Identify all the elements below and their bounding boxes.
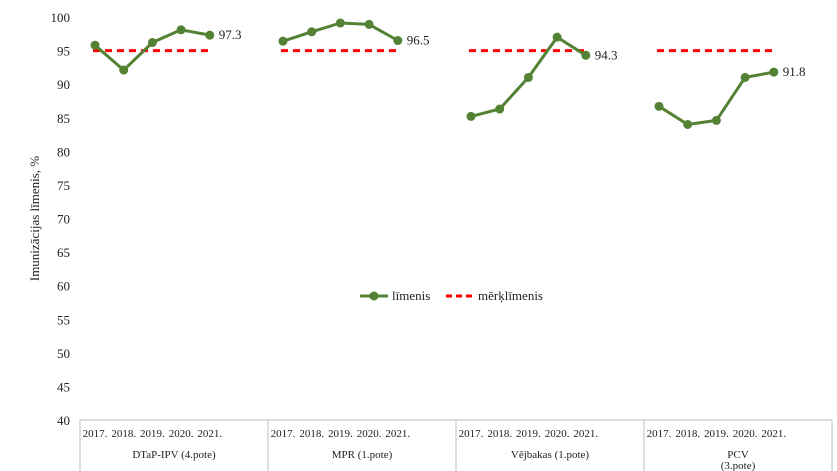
x-tick-label: 2020. [733, 428, 758, 440]
level-point [654, 101, 664, 111]
x-tick-label: 2018. [675, 428, 700, 440]
legend-level-label: līmenis [392, 288, 430, 303]
level-point [393, 36, 403, 46]
y-tick-label: 40 [57, 413, 70, 428]
level-point [683, 119, 693, 129]
y-tick-label: 80 [57, 144, 70, 159]
level-point [466, 111, 476, 121]
x-tick-label: 2017. [459, 428, 484, 440]
y-tick-label: 75 [57, 178, 70, 193]
x-tick-label: 2020. [357, 428, 382, 440]
x-tick-label: 2021. [761, 428, 786, 440]
level-point [90, 40, 100, 50]
data-label: 94.3 [595, 47, 618, 62]
legend-level-marker [369, 291, 379, 301]
group-label: Vējbakas (1.pote) [511, 449, 590, 461]
level-point [119, 65, 129, 75]
group-label: DTaP-IPV (4.pote) [132, 449, 216, 461]
x-tick-label: 2020. [169, 428, 194, 440]
legend-target-label: mērķlīmenis [478, 288, 543, 303]
x-tick-label: 2019. [516, 428, 541, 440]
level-point [581, 50, 591, 60]
y-tick-label: 100 [51, 10, 71, 25]
x-tick-label: 2021. [385, 428, 410, 440]
x-tick-label: 2019. [328, 428, 353, 440]
y-tick-label: 90 [57, 77, 70, 92]
y-tick-label: 85 [57, 111, 70, 126]
level-point [335, 18, 345, 28]
group-label: MPR (1.pote) [332, 449, 393, 461]
level-point [769, 67, 779, 77]
level-point [278, 36, 288, 46]
data-label: 97.3 [219, 27, 242, 42]
y-tick-label: 45 [57, 379, 70, 394]
level-point [495, 104, 505, 114]
data-label: 91.8 [783, 64, 806, 79]
x-tick-label: 2020. [545, 428, 570, 440]
y-tick-label: 55 [57, 312, 70, 327]
x-tick-label: 2017. [83, 428, 108, 440]
level-point [523, 72, 533, 82]
x-tick-label: 2019. [704, 428, 729, 440]
level-point [307, 27, 317, 37]
level-point [552, 32, 562, 42]
y-tick-label: 60 [57, 279, 70, 294]
level-point [364, 19, 374, 29]
x-tick-label: 2018. [299, 428, 324, 440]
y-tick-label: 50 [57, 346, 70, 361]
level-point [147, 38, 157, 48]
group-label: PCV [727, 449, 748, 461]
data-label: 96.5 [407, 33, 430, 48]
x-tick-label: 2018. [111, 428, 136, 440]
x-tick-label: 2021. [197, 428, 222, 440]
x-tick-label: 2019. [140, 428, 165, 440]
y-tick-label: 95 [57, 44, 70, 59]
level-point [740, 72, 750, 82]
x-tick-label: 2017. [647, 428, 672, 440]
x-tick-label: 2018. [487, 428, 512, 440]
y-tick-label: 65 [57, 245, 70, 260]
x-tick-label: 2017. [271, 428, 296, 440]
level-point [176, 25, 186, 35]
group-label: (3.pote) [721, 460, 756, 471]
y-axis-title: Imunizācijas līmenis, % [27, 156, 42, 281]
level-point [205, 30, 215, 40]
level-point [711, 115, 721, 125]
x-tick-label: 2021. [573, 428, 598, 440]
y-tick-label: 70 [57, 212, 70, 227]
